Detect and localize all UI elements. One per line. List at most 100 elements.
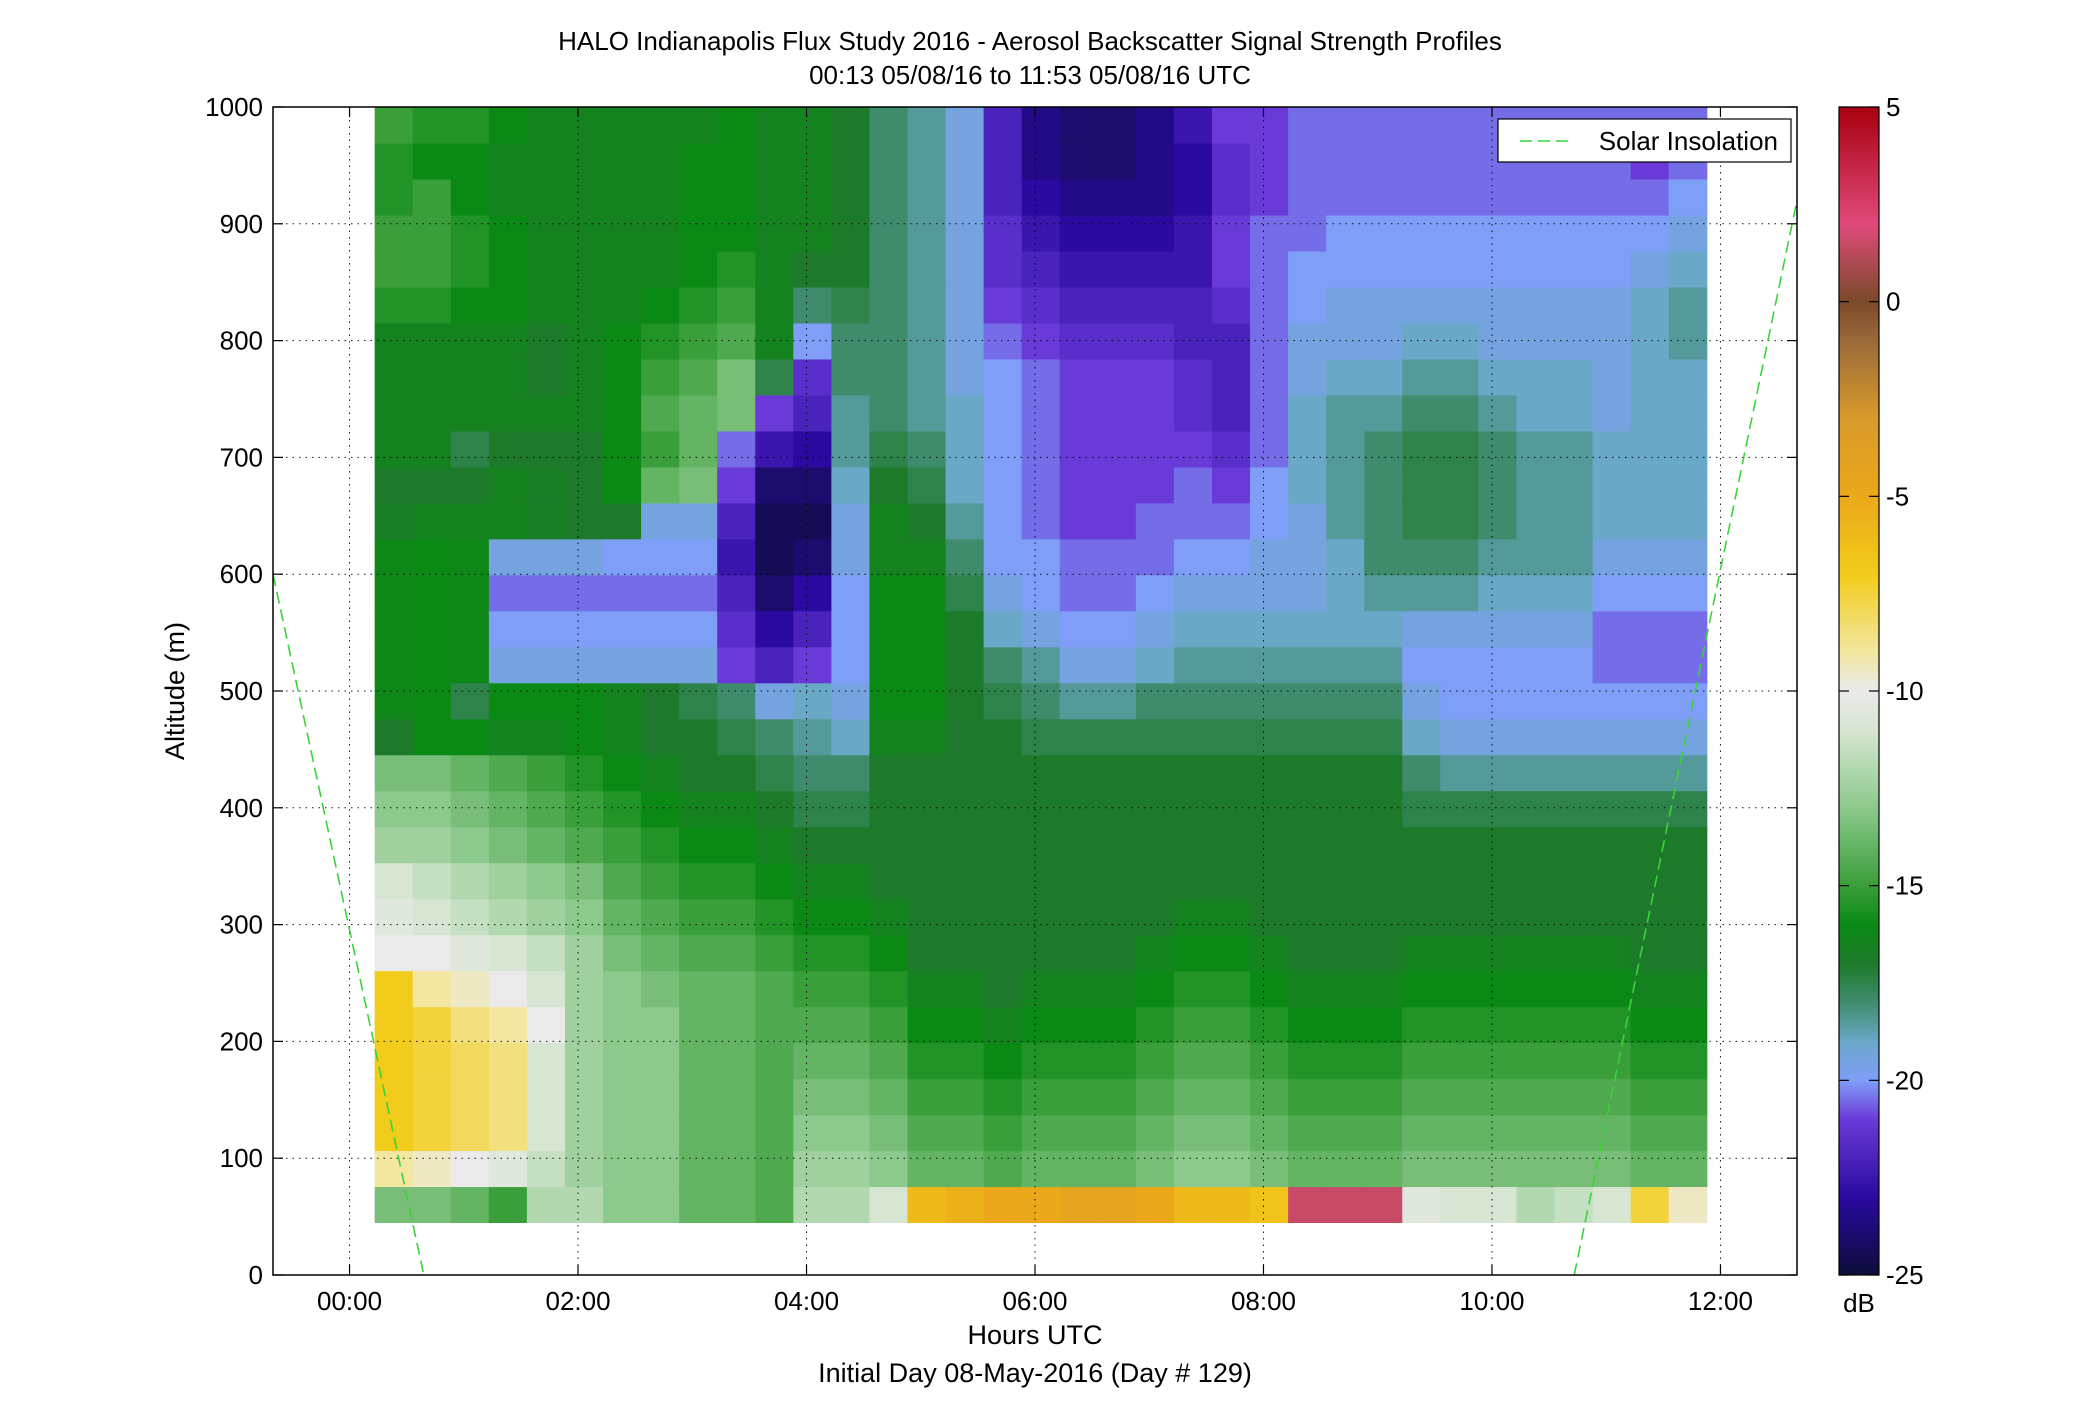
heatmap-cell [983, 286, 1023, 324]
heatmap-cell [1364, 682, 1403, 720]
heatmap-cell [1135, 394, 1175, 432]
heatmap-cell [679, 574, 718, 612]
heatmap-cell [1059, 574, 1099, 612]
heatmap-cell [1516, 862, 1556, 900]
heatmap-cell [1364, 610, 1403, 648]
heatmap-cell [1097, 142, 1137, 180]
heatmap-cell [869, 502, 909, 540]
heatmap-cell [1021, 610, 1061, 648]
heatmap-cell [1478, 466, 1518, 504]
heatmap-cell [1630, 214, 1670, 252]
heatmap-cell [755, 610, 794, 648]
heatmap-cell [374, 538, 414, 576]
heatmap-cell [1478, 502, 1518, 540]
heatmap-cell [1059, 1186, 1099, 1224]
heatmap-cell [793, 466, 832, 504]
heatmap-cell [603, 790, 642, 828]
heatmap-cell [755, 718, 794, 756]
heatmap-cell [1250, 1042, 1289, 1080]
heatmap-cell [1250, 214, 1289, 252]
heatmap-cell [1326, 718, 1365, 756]
heatmap-cell [1478, 430, 1518, 468]
heatmap-cell [564, 358, 604, 396]
heatmap-cell [907, 574, 947, 612]
heatmap-cell [1250, 358, 1289, 396]
heatmap-cell [488, 898, 528, 936]
heatmap-cell [1440, 1078, 1479, 1116]
heatmap-cell [1250, 502, 1289, 540]
heatmap-cell [1021, 826, 1061, 864]
heatmap-cell [831, 646, 871, 684]
heatmap-cell [641, 934, 680, 972]
heatmap-cell [526, 430, 566, 468]
heatmap-cell [1630, 970, 1670, 1008]
heatmap-cell [412, 754, 452, 792]
heatmap-cell [907, 1150, 947, 1188]
heatmap-cell [1630, 682, 1670, 720]
heatmap-cell [1021, 394, 1061, 432]
heatmap-cell [1402, 1042, 1441, 1080]
heatmap-cell [1135, 970, 1175, 1008]
heatmap-cell [374, 718, 414, 756]
heatmap-cell [793, 970, 832, 1008]
heatmap-cell [1250, 646, 1289, 684]
heatmap-cell [374, 1150, 414, 1188]
heatmap-cell [983, 107, 1023, 144]
heatmap-cell [1630, 898, 1670, 936]
heatmap-cell [1478, 862, 1518, 900]
heatmap-cell [1440, 322, 1479, 360]
x-tick-label: 10:00 [1459, 1286, 1524, 1316]
heatmap-cell [945, 178, 985, 216]
heatmap-cell [983, 610, 1023, 648]
heatmap-cell [1211, 1078, 1251, 1116]
heatmap-cell [374, 107, 414, 144]
heatmap-cell [679, 466, 718, 504]
heatmap-cell [1592, 430, 1632, 468]
heatmap-cell [1516, 430, 1556, 468]
heatmap-cell [755, 934, 794, 972]
heatmap-cell [907, 178, 947, 216]
heatmap-cell [412, 250, 452, 288]
heatmap-cell [450, 754, 490, 792]
heatmap-cell [793, 682, 832, 720]
heatmap-cell [1554, 214, 1594, 252]
heatmap-cell [1554, 1042, 1594, 1080]
heatmap-cell [1059, 322, 1099, 360]
heatmap-cell [1478, 754, 1518, 792]
heatmap-cell [1135, 826, 1175, 864]
heatmap-cell [1021, 322, 1061, 360]
heatmap-cell [1173, 754, 1213, 792]
heatmap-cell [1630, 1078, 1670, 1116]
colorbar-tick-label: 5 [1886, 92, 1900, 122]
heatmap-cell [869, 682, 909, 720]
heatmap-cell [869, 1150, 909, 1188]
heatmap-cell [831, 1042, 871, 1080]
heatmap-cell [1173, 322, 1213, 360]
heatmap-cell [869, 466, 909, 504]
heatmap-cell [1211, 1150, 1251, 1188]
heatmap-cell [374, 1114, 414, 1152]
heatmap-cell [945, 574, 985, 612]
heatmap-cell [1250, 970, 1289, 1008]
heatmap-cell [679, 862, 718, 900]
heatmap-cell [488, 142, 528, 180]
heatmap-cell [488, 538, 528, 576]
heatmap-cell [412, 826, 452, 864]
heatmap-cell [450, 1078, 490, 1116]
heatmap-cell [526, 178, 566, 216]
heatmap-cell [1554, 718, 1594, 756]
heatmap-cell [1173, 250, 1213, 288]
heatmap-cell [679, 322, 718, 360]
heatmap-cell [717, 214, 756, 252]
heatmap-cell [1250, 466, 1289, 504]
heatmap-cell [564, 862, 604, 900]
heatmap-cell [1592, 1114, 1632, 1152]
heatmap-cell [1668, 1042, 1708, 1080]
heatmap-cell [831, 250, 871, 288]
heatmap-cell [374, 214, 414, 252]
heatmap-cell [1402, 1186, 1441, 1224]
heatmap-cell [679, 1078, 718, 1116]
heatmap-cell [945, 1006, 985, 1044]
heatmap-cell [945, 394, 985, 432]
heatmap-cell [1211, 1006, 1251, 1044]
